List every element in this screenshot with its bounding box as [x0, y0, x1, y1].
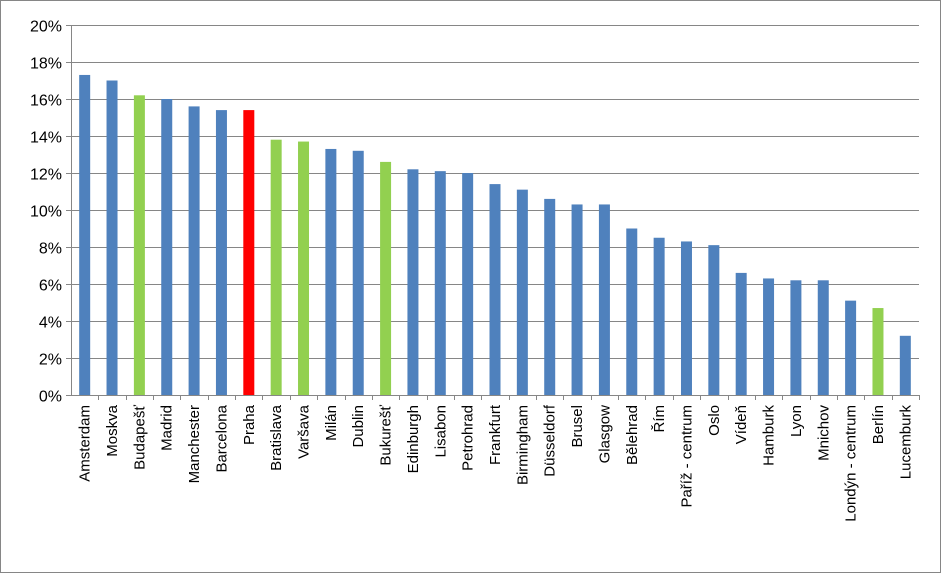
- bar-13: [407, 169, 419, 395]
- bar-19: [571, 204, 583, 395]
- bar-7: [243, 110, 255, 395]
- x-tick-label: Lisabon: [432, 405, 449, 458]
- bar-5: [188, 106, 200, 396]
- bar-25: [735, 272, 747, 395]
- y-tick-label: 10%: [30, 204, 62, 221]
- y-tick-label: 0%: [39, 389, 62, 406]
- bar-27: [790, 280, 802, 395]
- x-tick-label: Düsseldorf: [542, 404, 559, 477]
- y-tick-label: 12%: [30, 167, 62, 184]
- bar-8: [270, 139, 282, 395]
- bar-1: [79, 74, 91, 395]
- x-tick-label: Vídeň: [733, 405, 750, 444]
- y-tick-label: 20%: [30, 19, 62, 36]
- bar-15: [462, 173, 474, 395]
- bar-24: [708, 245, 720, 395]
- bar-26: [763, 278, 775, 395]
- y-tick-label: 16%: [30, 93, 62, 110]
- x-tick-label: Varšava: [296, 404, 313, 459]
- x-tick-label: Barcelona: [213, 404, 230, 472]
- bar-14: [434, 171, 446, 395]
- y-tick-label: 6%: [39, 278, 62, 295]
- bar-18: [544, 198, 556, 395]
- x-tick-label: Oslo: [706, 405, 723, 436]
- x-tick-label: Berlín: [870, 405, 887, 444]
- x-tick-labels: Amsterdam Moskva Budapešť Madrid Manchester B…: [77, 404, 915, 522]
- y-tick-label: 18%: [30, 56, 62, 73]
- bar-6: [215, 110, 227, 395]
- bar-22: [653, 237, 665, 395]
- x-tick-label: Lucemburk: [897, 405, 914, 480]
- bar-12: [380, 161, 392, 395]
- bar-23: [680, 241, 692, 395]
- y-tick-label: 8%: [39, 241, 62, 258]
- x-tick-label: Edinburgh: [405, 405, 422, 473]
- x-tick-label: Glasgow: [596, 405, 613, 464]
- bar-3: [133, 95, 145, 396]
- x-tick-label: Praha: [241, 404, 258, 445]
- bar-10: [325, 148, 337, 395]
- x-tick-label: Petrohrad: [460, 405, 477, 471]
- bar-17: [516, 189, 528, 395]
- x-tick-label: Řím: [651, 405, 668, 433]
- x-tick-label: Bělehrad: [624, 405, 641, 465]
- bars: [79, 74, 911, 396]
- x-tick-label: Budapešť: [131, 405, 148, 470]
- bar-4: [161, 99, 173, 395]
- x-tick-label: Dublin: [350, 405, 367, 448]
- bar-21: [626, 228, 638, 395]
- x-tick-label: Frankfurt: [487, 404, 504, 465]
- x-tick-label: Milán: [323, 405, 340, 441]
- bar-2: [106, 80, 118, 395]
- bar-9: [298, 141, 310, 395]
- bar-31: [899, 335, 911, 395]
- x-tick-label: Birmingham: [514, 405, 531, 485]
- y-tick-label: 4%: [39, 315, 62, 332]
- x-tick-label: Bukurešť: [378, 405, 395, 466]
- x-tick-label: Manchester: [186, 405, 203, 483]
- x-tick-label: Amsterdam: [77, 405, 94, 482]
- x-tick-label: Hamburk: [761, 405, 778, 466]
- x-tick-label: Mnichov: [815, 405, 832, 461]
- bar-28: [817, 280, 829, 395]
- bar-11: [352, 150, 364, 395]
- bar-20: [598, 204, 610, 395]
- x-tick-label: Paříž - centrum: [678, 405, 695, 508]
- y-tick-label: 14%: [30, 130, 62, 147]
- y-tick-labels: 0% 2% 4% 6% 8% 10% 12% 14% 16% 18% 20%: [30, 19, 62, 406]
- x-tick-label: Moskva: [104, 404, 121, 456]
- x-tick-label: Londýn - centrum: [843, 405, 860, 522]
- y-tick-label: 2%: [39, 352, 62, 369]
- x-tick-label: Lyon: [788, 405, 805, 437]
- bar-29: [845, 300, 857, 395]
- bar-16: [489, 184, 501, 395]
- bar-30: [872, 308, 884, 395]
- x-tick-label: Madrid: [159, 405, 176, 451]
- x-tick-label: Bratislava: [268, 404, 285, 471]
- axes: [71, 25, 920, 400]
- x-tick-label: Brusel: [569, 405, 586, 448]
